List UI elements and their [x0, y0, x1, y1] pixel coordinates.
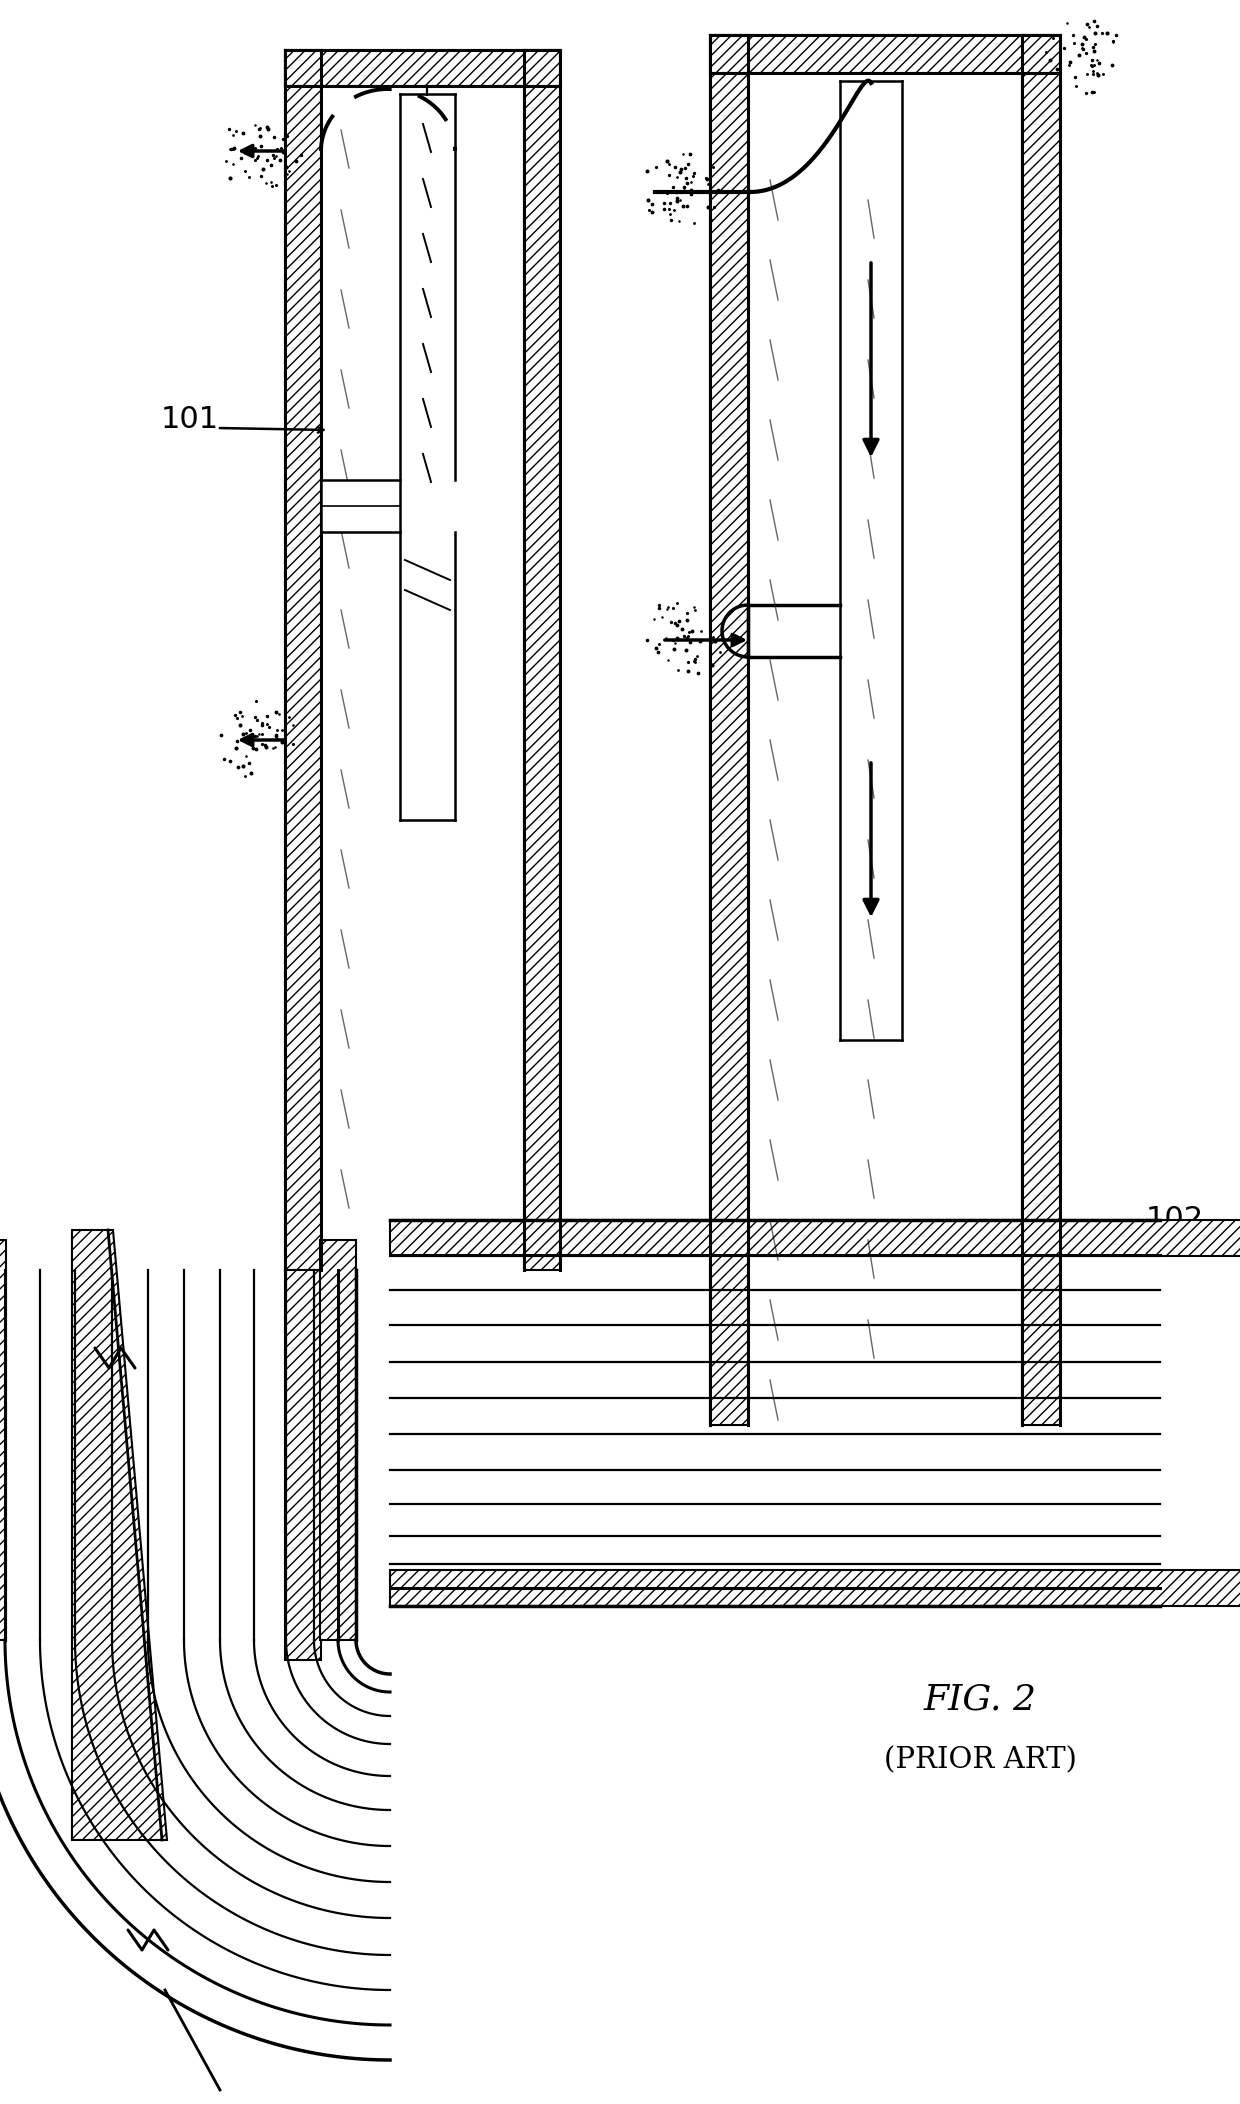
Bar: [285, 1271, 321, 1660]
Bar: [285, 50, 321, 1271]
Bar: [711, 36, 748, 1424]
Text: 102: 102: [1146, 1206, 1204, 1235]
Polygon shape: [72, 1231, 167, 1841]
Bar: [0, 1239, 6, 1639]
Bar: [525, 50, 560, 1271]
Text: 101: 101: [161, 406, 219, 436]
Bar: [320, 1239, 356, 1639]
Bar: [711, 36, 1060, 74]
Bar: [391, 1220, 1240, 1256]
Text: FIG. 2: FIG. 2: [924, 1683, 1037, 1717]
Bar: [391, 1570, 1240, 1605]
Bar: [285, 50, 560, 86]
Text: (PRIOR ART): (PRIOR ART): [884, 1746, 1076, 1774]
FancyBboxPatch shape: [321, 480, 401, 532]
Bar: [1022, 36, 1060, 1424]
